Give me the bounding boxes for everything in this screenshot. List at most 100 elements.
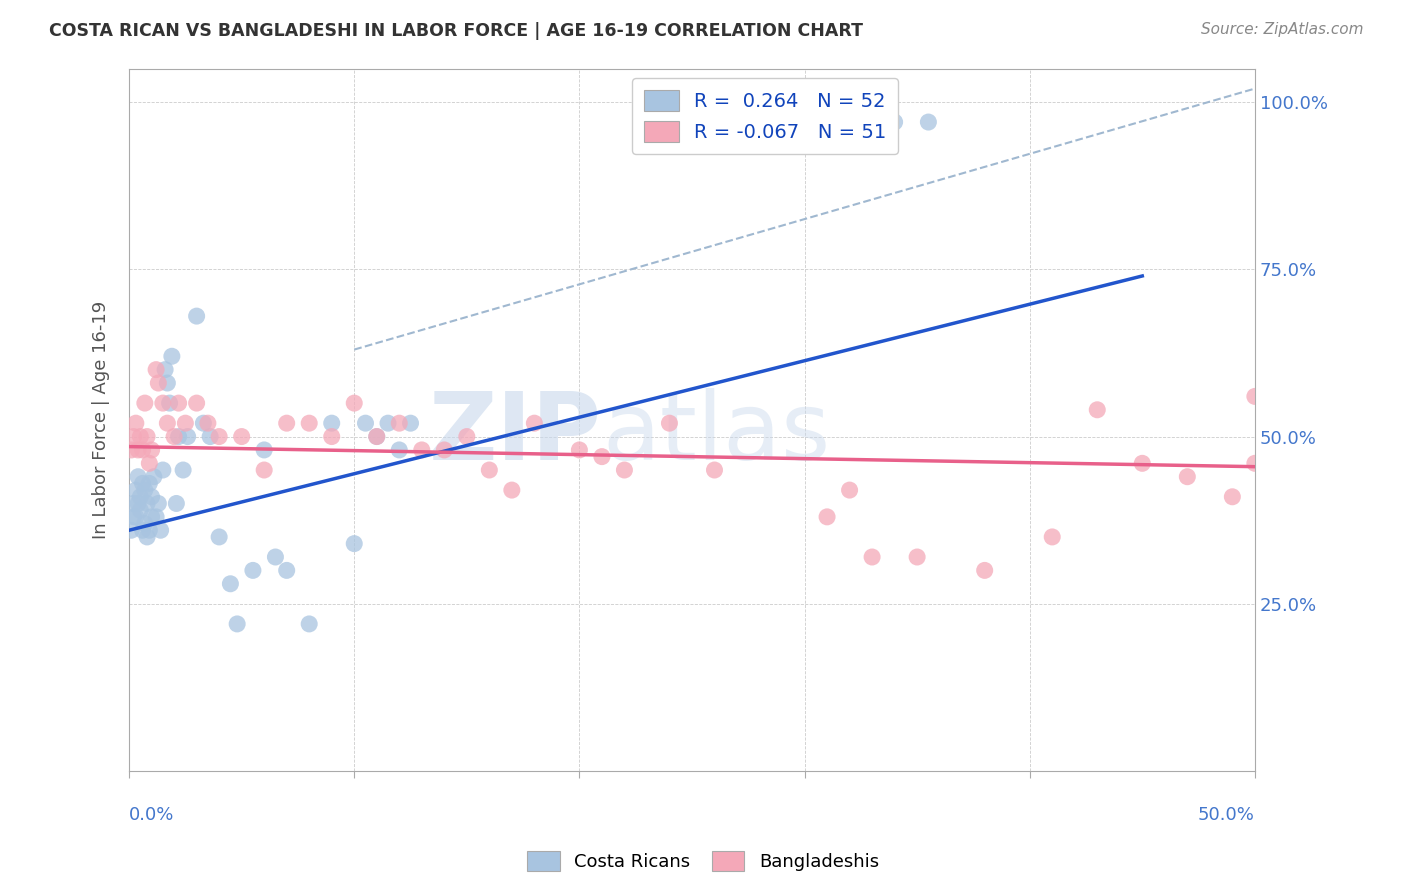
- Text: atlas: atlas: [602, 388, 830, 480]
- Legend: R =  0.264   N = 52, R = -0.067   N = 51: R = 0.264 N = 52, R = -0.067 N = 51: [633, 78, 898, 153]
- Point: [591, 450, 613, 464]
- Point: [172, 463, 194, 477]
- Point: [523, 416, 546, 430]
- Point: [153, 362, 176, 376]
- Point: [298, 616, 321, 631]
- Point: [149, 523, 172, 537]
- Point: [658, 416, 681, 430]
- Point: [366, 429, 388, 443]
- Point: [1244, 389, 1267, 403]
- Point: [167, 396, 190, 410]
- Text: Source: ZipAtlas.com: Source: ZipAtlas.com: [1201, 22, 1364, 37]
- Point: [377, 416, 399, 430]
- Point: [136, 530, 159, 544]
- Y-axis label: In Labor Force | Age 16-19: In Labor Force | Age 16-19: [93, 301, 110, 539]
- Point: [148, 496, 170, 510]
- Point: [134, 396, 156, 410]
- Point: [226, 616, 249, 631]
- Text: 50.0%: 50.0%: [1198, 806, 1256, 824]
- Point: [134, 483, 156, 497]
- Point: [411, 442, 433, 457]
- Point: [145, 362, 167, 376]
- Point: [399, 416, 422, 430]
- Point: [264, 549, 287, 564]
- Point: [152, 463, 174, 477]
- Point: [136, 429, 159, 443]
- Point: [127, 442, 149, 457]
- Point: [129, 503, 152, 517]
- Point: [501, 483, 523, 497]
- Point: [276, 416, 298, 430]
- Point: [208, 530, 231, 544]
- Point: [125, 509, 148, 524]
- Point: [242, 563, 264, 577]
- Point: [973, 563, 995, 577]
- Point: [197, 416, 219, 430]
- Point: [231, 429, 253, 443]
- Point: [703, 463, 725, 477]
- Point: [167, 429, 190, 443]
- Point: [122, 429, 145, 443]
- Point: [1175, 469, 1198, 483]
- Point: [138, 476, 160, 491]
- Point: [253, 463, 276, 477]
- Point: [131, 476, 153, 491]
- Point: [1130, 456, 1153, 470]
- Point: [298, 416, 321, 430]
- Point: [186, 396, 208, 410]
- Point: [141, 442, 163, 457]
- Point: [815, 509, 838, 524]
- Point: [127, 469, 149, 483]
- Point: [343, 536, 366, 550]
- Point: [142, 469, 165, 483]
- Point: [568, 442, 591, 457]
- Point: [1220, 490, 1243, 504]
- Point: [860, 549, 883, 564]
- Point: [905, 549, 928, 564]
- Point: [145, 509, 167, 524]
- Point: [136, 496, 159, 510]
- Point: [883, 115, 905, 129]
- Point: [138, 523, 160, 537]
- Point: [1244, 456, 1267, 470]
- Point: [125, 483, 148, 497]
- Point: [613, 463, 636, 477]
- Point: [131, 442, 153, 457]
- Point: [456, 429, 478, 443]
- Text: ZIP: ZIP: [429, 388, 602, 480]
- Point: [129, 490, 152, 504]
- Point: [366, 429, 388, 443]
- Point: [134, 516, 156, 531]
- Text: COSTA RICAN VS BANGLADESHI IN LABOR FORCE | AGE 16-19 CORRELATION CHART: COSTA RICAN VS BANGLADESHI IN LABOR FORC…: [49, 22, 863, 40]
- Legend: Costa Ricans, Bangladeshis: Costa Ricans, Bangladeshis: [520, 844, 886, 879]
- Point: [152, 396, 174, 410]
- Point: [141, 509, 163, 524]
- Point: [253, 442, 276, 457]
- Point: [125, 416, 148, 430]
- Point: [165, 496, 187, 510]
- Point: [141, 490, 163, 504]
- Point: [160, 349, 183, 363]
- Point: [163, 429, 186, 443]
- Point: [186, 309, 208, 323]
- Point: [138, 456, 160, 470]
- Text: 0.0%: 0.0%: [129, 806, 174, 824]
- Point: [917, 115, 939, 129]
- Point: [478, 463, 501, 477]
- Point: [1040, 530, 1063, 544]
- Point: [148, 376, 170, 390]
- Point: [343, 396, 366, 410]
- Point: [219, 576, 242, 591]
- Point: [276, 563, 298, 577]
- Point: [156, 376, 179, 390]
- Point: [122, 496, 145, 510]
- Point: [388, 416, 411, 430]
- Point: [176, 429, 198, 443]
- Point: [131, 523, 153, 537]
- Point: [321, 416, 343, 430]
- Point: [159, 396, 181, 410]
- Point: [129, 429, 152, 443]
- Point: [198, 429, 221, 443]
- Point: [156, 416, 179, 430]
- Point: [388, 442, 411, 457]
